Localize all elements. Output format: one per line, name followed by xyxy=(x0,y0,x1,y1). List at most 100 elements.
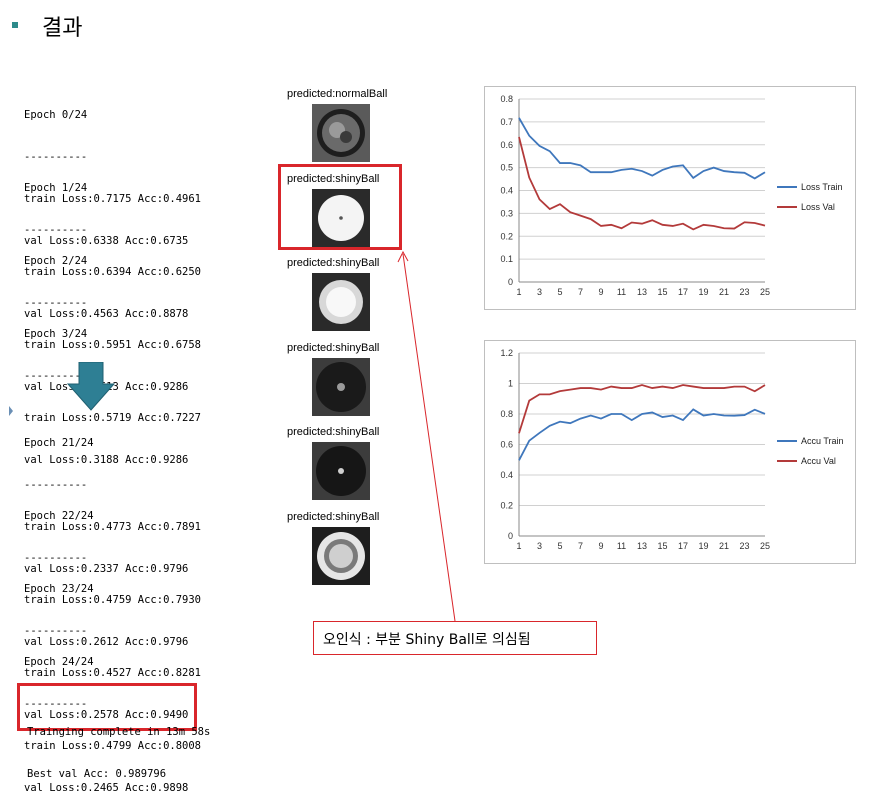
y-tick-label: 0.2 xyxy=(500,231,513,241)
x-tick-label: 11 xyxy=(617,541,626,551)
series-line xyxy=(518,117,766,180)
y-tick-label: 0.3 xyxy=(500,208,513,218)
legend-label: Accu Train xyxy=(801,436,844,446)
y-tick-label: 0.6 xyxy=(500,140,513,150)
log-val-line: val Loss:0.2337 Acc:0.9796 xyxy=(24,563,189,575)
x-tick-label: 19 xyxy=(698,541,708,551)
accuracy-chart-frame: 0 0.2 0.4 0.6 0.8 1 1.2 1 3 5 7 9 11 13 15 17 19 21 23 25 Ac… xyxy=(484,340,856,564)
annotation-arrow xyxy=(397,250,456,622)
ball-image-shiny xyxy=(312,527,370,585)
y-tick-label: 0.1 xyxy=(500,254,513,264)
x-tick-label: 15 xyxy=(657,541,667,551)
prediction-label: predicted:normalBall xyxy=(287,88,388,100)
x-tick-label: 5 xyxy=(557,541,562,551)
y-tick-label: 0.2 xyxy=(500,501,513,511)
down-arrow-icon xyxy=(66,362,116,411)
accuracy-chart: 00.20.40.60.811.21 3 5 7 9 11 13 15 17 19 21 23 25Ac… xyxy=(500,348,844,551)
log-train-line: train Loss:0.5719 Acc:0.7227 xyxy=(24,412,202,424)
misclassification-note-box xyxy=(313,621,597,655)
x-tick-label: 25 xyxy=(760,541,770,551)
log-train-line: train Loss:0.4527 Acc:0.8281 xyxy=(24,667,202,679)
log-block-4: Epoch 3/24 ---------- train Loss:0.5719 … xyxy=(24,299,201,481)
x-tick-label: 7 xyxy=(578,541,583,551)
x-tick-label: 15 xyxy=(657,287,667,297)
ball-image-shiny xyxy=(312,442,370,500)
series-line xyxy=(518,408,766,461)
log-epoch: Epoch 2/24 xyxy=(24,255,88,267)
y-tick-label: 0.4 xyxy=(500,470,513,480)
log-train-line: train Loss:0.4759 Acc:0.7930 xyxy=(24,594,202,606)
log-epoch: Epoch 3/24 xyxy=(24,328,88,340)
log-train-line: train Loss:0.7175 Acc:0.4961 xyxy=(24,193,202,205)
y-tick-label: 0.7 xyxy=(500,117,513,127)
x-tick-label: 3 xyxy=(537,287,542,297)
log-val-line: val Loss:0.4563 Acc:0.8878 xyxy=(24,308,189,320)
x-tick-label: 17 xyxy=(678,287,688,297)
legend-label: Accu Val xyxy=(801,456,836,466)
log-epoch: Epoch 24/24 xyxy=(24,656,94,668)
log-train-line: train Loss:0.6394 Acc:0.6250 xyxy=(24,266,202,278)
misclassification-highlight xyxy=(278,164,402,250)
log-block-6: Epoch 22/24 ---------- train Loss:0.4759… xyxy=(24,481,201,663)
prediction-label: predicted:shinyBall xyxy=(287,426,380,438)
log-separator: ---------- xyxy=(24,479,88,491)
ball-image-normal xyxy=(312,104,370,162)
x-tick-label: 21 xyxy=(719,287,729,297)
log-val-line: val Loss:0.3188 Acc:0.9286 xyxy=(24,454,189,466)
log-epoch: Epoch 21/24 xyxy=(24,437,94,449)
x-tick-label: 25 xyxy=(760,287,770,297)
slide-title: 결과 xyxy=(42,16,83,41)
loss-chart-frame: 0 0.1 0.2 0.3 0.4 0.5 0.6 0.7 0.8 1 3 5 7 9 11 13 15 17 19… xyxy=(484,86,856,310)
prediction-label: predicted:shinyBall xyxy=(287,257,380,269)
prediction-label: predicted:shinyBall xyxy=(287,342,380,354)
x-tick-label: 19 xyxy=(698,287,708,297)
x-tick-label: 23 xyxy=(739,287,749,297)
legend-label: Loss Val xyxy=(801,202,835,212)
log-train-line: train Loss:0.4773 Acc:0.7891 xyxy=(24,521,202,533)
training-time-line: Trainging complete in 13m 58s xyxy=(27,726,211,738)
log-separator: ---------- xyxy=(24,625,88,637)
misclassification-note: 오인식 : 부분 Shiny Ball로 의심됨 xyxy=(323,632,531,648)
x-tick-label: 9 xyxy=(598,541,603,551)
x-tick-label: 7 xyxy=(578,287,583,297)
log-epoch: Epoch 0/24 xyxy=(24,109,88,121)
x-tick-label: 11 xyxy=(617,287,626,297)
ball-image-shiny xyxy=(312,273,370,331)
legend-label: Loss Train xyxy=(801,182,843,192)
x-tick-label: 17 xyxy=(678,541,688,551)
log-val-line: val Loss:0.2578 Acc:0.9490 xyxy=(24,709,189,721)
log-epoch: Epoch 1/24 xyxy=(24,182,88,194)
final-result-highlight xyxy=(17,683,197,731)
log-block-1: Epoch 0/24 ---------- train Loss:0.7175 … xyxy=(24,80,201,262)
log-separator: ---------- xyxy=(24,552,88,564)
log-separator: ---------- xyxy=(24,698,88,710)
log-val-line: val Loss:0.6338 Acc:0.6735 xyxy=(24,235,189,247)
title-bullet xyxy=(12,22,18,28)
x-tick-label: 3 xyxy=(537,541,542,551)
log-epoch: Epoch 22/24 xyxy=(24,510,94,522)
log-epoch: Epoch 23/24 xyxy=(24,583,94,595)
y-tick-label: 0.6 xyxy=(500,440,513,450)
loss-chart: 00.10.20.30.40.50.60.70.81 3 5 7 9 11 13 15 17 19… xyxy=(500,94,843,297)
x-tick-label: 13 xyxy=(637,541,647,551)
log-train-line: train Loss:0.5951 Acc:0.6758 xyxy=(24,339,202,351)
y-tick-label: 0.8 xyxy=(500,94,513,104)
slide-marker-icon xyxy=(9,406,13,416)
log-block-2: Epoch 1/24 ---------- train Loss:0.6394 … xyxy=(24,153,201,335)
log-block-7: Epoch 23/24 ---------- train Loss:0.4527… xyxy=(24,554,201,736)
log-separator: ---------- xyxy=(24,370,88,382)
y-tick-label: 1.2 xyxy=(500,348,513,358)
x-tick-label: 13 xyxy=(637,287,647,297)
log-separator: ---------- xyxy=(24,151,88,163)
y-tick-label: 0.4 xyxy=(500,186,513,196)
series-line xyxy=(518,384,766,434)
ball-image-shiny xyxy=(312,189,370,247)
prediction-label: predicted:shinyBall xyxy=(287,173,380,185)
y-tick-label: 0.8 xyxy=(500,409,513,419)
ball-image-shiny xyxy=(312,358,370,416)
x-tick-label: 5 xyxy=(557,287,562,297)
x-tick-label: 21 xyxy=(719,541,729,551)
y-tick-label: 0.5 xyxy=(500,163,513,173)
log-val-line: val Loss:0.2612 Acc:0.9796 xyxy=(24,636,189,648)
prediction-label: predicted:shinyBall xyxy=(287,511,380,523)
